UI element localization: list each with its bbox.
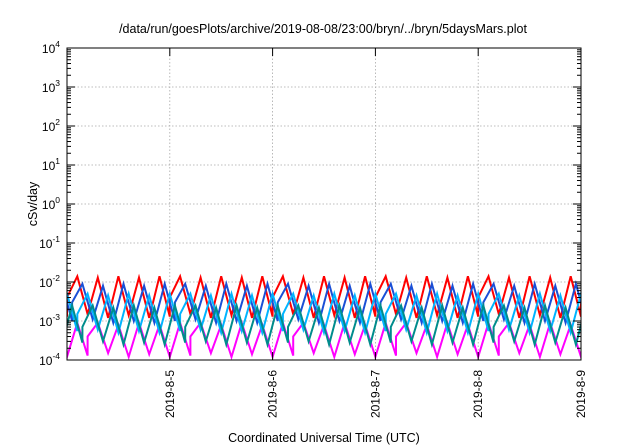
y-tick-label: 104	[42, 39, 60, 56]
series-line	[67, 273, 581, 320]
series-line	[67, 289, 581, 337]
y-axis-label: cSv/day	[26, 181, 40, 226]
y-tick-label: 10-1	[39, 234, 60, 251]
axes: 10-4 10-3 10-2 10-1 100 101 102 103 104 2019-8-5 2…	[39, 39, 588, 418]
y-tick-label: 10-3	[39, 312, 60, 329]
y-tick-label: 102	[42, 117, 60, 134]
x-tick-label: 2019-8-8	[471, 370, 485, 418]
y-tick-label: 101	[42, 156, 60, 173]
y-tick-label: 10-4	[39, 351, 60, 368]
y-tick-label: 100	[42, 195, 60, 212]
x-tick-label: 2019-8-7	[368, 370, 382, 418]
y-tick-label: 10-2	[39, 273, 60, 290]
x-axis-label: Coordinated Universal Time (UTC)	[228, 431, 420, 445]
series-group	[67, 273, 581, 360]
chart-title: /data/run/goesPlots/archive/2019-08-08/2…	[119, 22, 527, 36]
y-tick-label: 103	[42, 78, 60, 95]
series-line	[67, 301, 581, 349]
x-tick-label: 2019-8-9	[574, 370, 588, 418]
x-tick-label: 2019-8-5	[163, 370, 177, 418]
x-tick-label: 2019-8-6	[266, 370, 280, 418]
